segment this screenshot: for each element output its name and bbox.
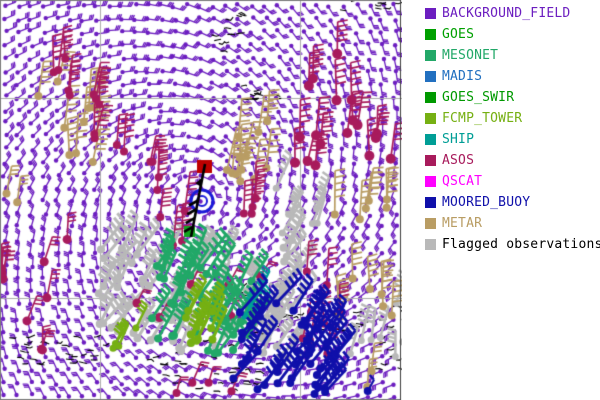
- legend-label: FCMP_TOWER: [442, 111, 523, 126]
- legend-label: GOES_SWIR: [442, 90, 515, 105]
- legend-swatch-icon: [425, 8, 436, 19]
- legend-item-asos: ASOS: [421, 150, 600, 171]
- legend-swatch-icon: [425, 197, 436, 208]
- legend-item-ship: SHIP: [421, 129, 600, 150]
- legend-item-fcmp-tower: FCMP_TOWER: [421, 108, 600, 129]
- legend-label: QSCAT: [442, 174, 483, 189]
- legend-label: Flagged observations: [442, 237, 600, 252]
- legend-item-qscat: QSCAT: [421, 171, 600, 192]
- legend-panel: BACKGROUND_FIELD GOES MESONET MADIS GOES_SWI…: [421, 0, 600, 400]
- legend-swatch-icon: [425, 92, 436, 103]
- legend-label: GOES: [442, 27, 475, 42]
- map-panel: [0, 0, 402, 400]
- legend-swatch-icon: [425, 155, 436, 166]
- legend-swatch-icon: [425, 71, 436, 82]
- legend-label: MESONET: [442, 48, 499, 63]
- legend-item-goes: GOES: [421, 24, 600, 45]
- legend-swatch-icon: [425, 239, 436, 250]
- legend-swatch-icon: [425, 176, 436, 187]
- legend-swatch-icon: [425, 50, 436, 61]
- legend-label: MOORED_BUOY: [442, 195, 531, 210]
- legend-swatch-icon: [425, 113, 436, 124]
- legend-item-moored-buoy: MOORED_BUOY: [421, 192, 600, 213]
- legend-item-flagged-observations: Flagged observations: [421, 234, 600, 255]
- legend-label: BACKGROUND_FIELD: [442, 6, 571, 21]
- legend-label: MADIS: [442, 69, 483, 84]
- legend-item-goes-swir: GOES_SWIR: [421, 87, 600, 108]
- legend-item-metar: METAR: [421, 213, 600, 234]
- legend-swatch-icon: [425, 218, 436, 229]
- wind-observation-map[interactable]: [0, 0, 402, 400]
- legend-swatch-icon: [425, 29, 436, 40]
- legend-swatch-icon: [425, 134, 436, 145]
- legend-item-mesonet: MESONET: [421, 45, 600, 66]
- legend-item-background-field: BACKGROUND_FIELD: [421, 3, 600, 24]
- legend-item-madis: MADIS: [421, 66, 600, 87]
- legend-label: ASOS: [442, 153, 475, 168]
- legend-label: SHIP: [442, 132, 475, 147]
- legend-label: METAR: [442, 216, 483, 231]
